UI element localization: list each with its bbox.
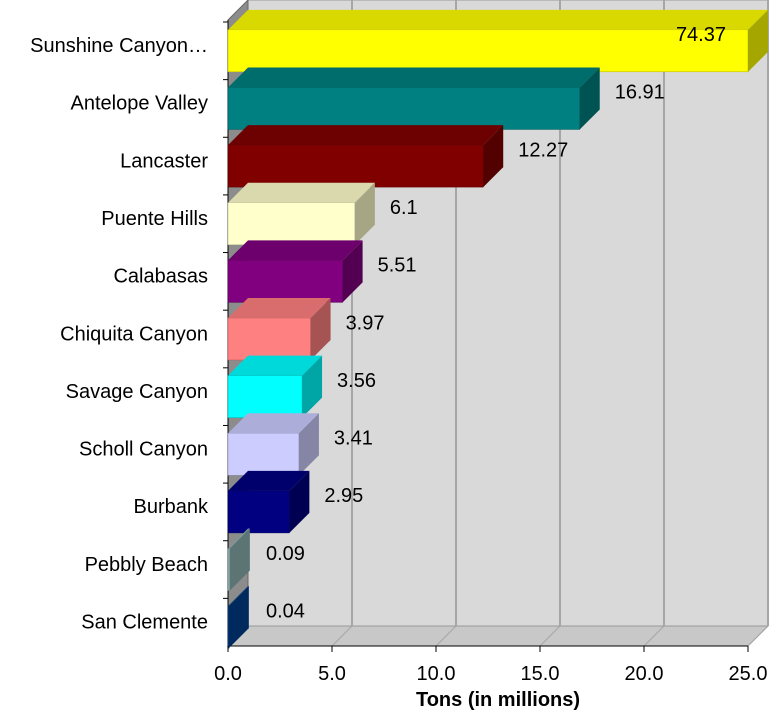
bar bbox=[227, 413, 319, 476]
category-label: Lancaster bbox=[120, 150, 208, 172]
data-label: 0.04 bbox=[266, 600, 305, 622]
category-label: Calabasas bbox=[113, 266, 208, 288]
bar-side bbox=[310, 298, 331, 360]
bar-side bbox=[748, 9, 768, 72]
category-label: Chiquita Canyon bbox=[60, 323, 208, 345]
bar-front bbox=[227, 87, 580, 130]
bar-top bbox=[228, 67, 600, 88]
bar-side bbox=[483, 125, 504, 188]
category-label: Pebbly Beach bbox=[85, 554, 208, 576]
bar-top bbox=[228, 470, 310, 491]
bar-front bbox=[227, 317, 311, 361]
x-tick-label: 20.0 bbox=[625, 663, 664, 685]
bar-top bbox=[228, 528, 250, 549]
bar-side bbox=[229, 528, 250, 591]
data-label: 3.41 bbox=[334, 428, 373, 450]
bar-front bbox=[227, 29, 749, 73]
bar-top bbox=[228, 125, 504, 146]
bar-side bbox=[298, 413, 319, 476]
gridline-floor bbox=[643, 625, 665, 647]
bar bbox=[227, 9, 768, 73]
bar-front bbox=[227, 144, 484, 188]
x-tick-label: 5.0 bbox=[318, 663, 346, 685]
category-labels: Sunshine Canyon… Antelope Valley Lancaster… bbox=[30, 21, 228, 633]
bar-side bbox=[289, 470, 310, 533]
data-label: 74.37 bbox=[676, 24, 726, 46]
bar-front bbox=[227, 260, 343, 303]
bar-top bbox=[228, 298, 331, 318]
category-label: Antelope Valley bbox=[71, 93, 209, 115]
bars bbox=[227, 9, 768, 649]
data-label: 0.09 bbox=[266, 543, 305, 565]
bar-front bbox=[227, 490, 290, 534]
bar bbox=[227, 586, 249, 649]
bar-top bbox=[228, 182, 375, 203]
bar bbox=[227, 67, 600, 130]
bar-top bbox=[228, 355, 323, 376]
category-label: San Clemente bbox=[81, 611, 208, 633]
bar bbox=[227, 182, 375, 245]
category-label: Scholl Canyon bbox=[79, 439, 208, 461]
bar-front bbox=[227, 202, 356, 245]
bar bbox=[227, 355, 323, 418]
floor bbox=[226, 625, 770, 647]
bar-front bbox=[227, 433, 300, 476]
x-tick-label: 15.0 bbox=[521, 663, 560, 685]
bar-side bbox=[342, 240, 363, 303]
gridline-floor bbox=[539, 625, 561, 647]
bar bbox=[227, 528, 250, 591]
data-labels: 74.37 16.91 12.27 6.1 5.51 3.97 3.56 3.41 2.95 0.… bbox=[266, 24, 726, 622]
x-tick-labels: 0.0 5.0 10.0 15.0 20.0 25.0 bbox=[214, 646, 767, 685]
bar bbox=[227, 240, 363, 303]
bar-top bbox=[228, 586, 249, 607]
x-tick-label: 10.0 bbox=[417, 663, 456, 685]
bar bbox=[227, 298, 331, 361]
category-label: Puente Hills bbox=[101, 208, 208, 230]
x-tick-label: 0.0 bbox=[214, 663, 242, 685]
category-label: Savage Canyon bbox=[66, 381, 208, 403]
gridline-floor bbox=[331, 625, 353, 647]
data-label: 3.97 bbox=[346, 312, 385, 334]
data-label: 6.1 bbox=[390, 197, 418, 219]
category-label: Sunshine Canyon… bbox=[30, 35, 208, 57]
gridline-floor bbox=[435, 625, 457, 647]
data-label: 5.51 bbox=[378, 255, 417, 277]
bar-side bbox=[354, 182, 375, 245]
data-label: 12.27 bbox=[518, 139, 568, 161]
bar-top bbox=[228, 413, 319, 434]
bar-side bbox=[228, 586, 249, 649]
bar-top bbox=[228, 240, 363, 261]
bar bbox=[227, 125, 504, 188]
bar-side bbox=[579, 67, 600, 130]
data-label: 3.56 bbox=[337, 370, 376, 392]
gridline-floor bbox=[747, 625, 769, 647]
bar-side bbox=[302, 355, 323, 418]
data-label: 2.95 bbox=[324, 485, 363, 507]
category-label: Burbank bbox=[134, 496, 209, 518]
data-label: 16.91 bbox=[615, 82, 665, 104]
x-tick-label: 25.0 bbox=[729, 663, 768, 685]
bar-front bbox=[227, 548, 231, 591]
bar-front bbox=[227, 375, 303, 418]
x-axis-title: Tons (in millions) bbox=[416, 689, 580, 711]
bar bbox=[227, 470, 310, 534]
bar-top bbox=[228, 9, 768, 30]
